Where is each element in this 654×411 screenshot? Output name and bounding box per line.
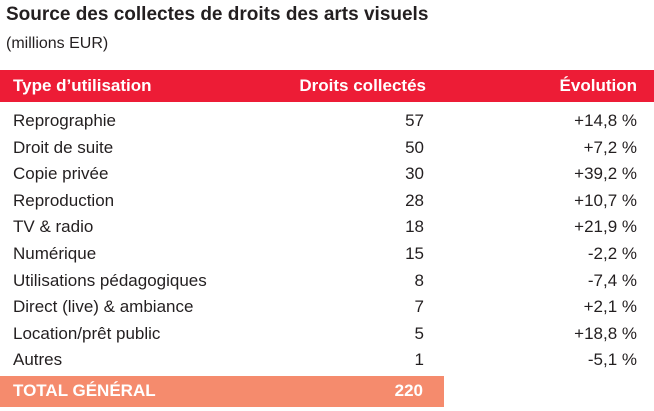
table-row: TV & radio 18 +21,9 %: [0, 214, 654, 241]
cell-value: 7: [414, 297, 424, 317]
table-row: Autres 1 -5,1 %: [0, 347, 654, 374]
table-row: Numérique 15 -2,2 %: [0, 241, 654, 268]
cell-type: Numérique: [13, 243, 97, 263]
cell-type: Copie privée: [13, 164, 109, 184]
cell-evolution: -2,2 %: [587, 243, 637, 263]
cell-value: 5: [414, 323, 424, 343]
chart-subtitle: (millions EUR): [6, 35, 109, 52]
cell-value: 57: [405, 111, 424, 130]
cell-evolution: +14,8 %: [574, 111, 637, 130]
cell-value: 50: [405, 137, 424, 157]
total-label: TOTAL GÉNÉRAL: [13, 381, 156, 400]
cell-value: 8: [414, 270, 424, 290]
table-body: Reprographie 57 +14,8 % Droit de suite 5…: [0, 108, 654, 374]
cell-evolution: +7,2 %: [583, 137, 637, 157]
cell-evolution: +18,8 %: [574, 323, 637, 343]
cell-type: Autres: [13, 350, 63, 370]
cell-type: Reprographie: [13, 111, 117, 130]
cell-evolution: +2,1 %: [583, 297, 637, 317]
total-row: TOTAL GÉNÉRAL 220: [0, 376, 444, 407]
table-header: Type d’utilisation Droits collectés Évol…: [0, 70, 654, 102]
cell-type: Direct (live) & ambiance: [13, 297, 194, 317]
cell-value: 30: [405, 164, 424, 184]
table-row: Utilisations pédagogiques 8 -7,4 %: [0, 268, 654, 295]
table-row: Location/prêt public 5 +18,8 %: [0, 321, 654, 348]
cell-type: Location/prêt public: [13, 323, 161, 343]
cell-evolution: -5,1 %: [587, 350, 637, 370]
cell-type: Utilisations pédagogiques: [13, 270, 207, 290]
table-row: Copie privée 30 +39,2 %: [0, 161, 654, 188]
cell-type: Reproduction: [13, 190, 115, 210]
cell-type: Droit de suite: [13, 137, 114, 157]
cell-type: TV & radio: [13, 217, 94, 237]
total-value: 220: [394, 381, 423, 400]
cell-evolution: +21,9 %: [574, 217, 637, 237]
cell-value: 28: [405, 190, 424, 210]
table-row: Reprographie 57 +14,8 %: [0, 108, 654, 135]
cell-value: 15: [405, 243, 424, 263]
cell-value: 1: [414, 350, 424, 370]
table-row: Reproduction 28 +10,7 %: [0, 188, 654, 215]
cell-value: 18: [405, 217, 424, 237]
header-droits: Droits collectés: [299, 76, 426, 95]
chart-title: Source des collectes de droits des arts …: [6, 4, 429, 25]
table-row: Direct (live) & ambiance 7 +2,1 %: [0, 294, 654, 321]
table-row: Droit de suite 50 +7,2 %: [0, 135, 654, 162]
cell-evolution: +10,7 %: [574, 190, 637, 210]
cell-evolution: -7,4 %: [587, 270, 637, 290]
header-type: Type d’utilisation: [13, 76, 152, 95]
cell-evolution: +39,2 %: [574, 164, 637, 184]
header-evolution: Évolution: [559, 76, 637, 95]
